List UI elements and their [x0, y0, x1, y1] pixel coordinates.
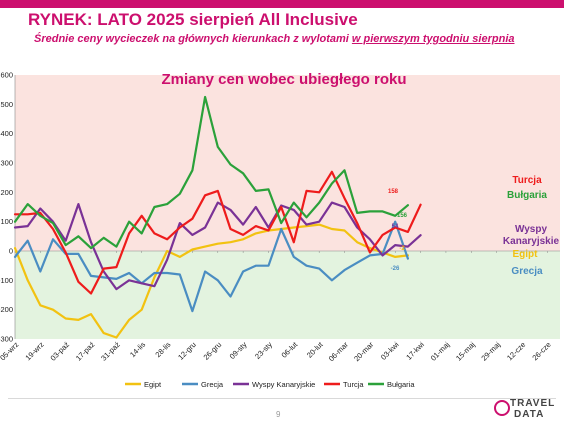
end-value-bulgaria: 156: [397, 213, 408, 219]
logo-line1: TRAVEL: [510, 398, 556, 409]
x-tick-label: 29-maj: [479, 340, 502, 363]
x-tick-label: 20-lut: [305, 339, 325, 359]
x-tick-label: 06-lut: [280, 339, 300, 359]
x-tick-label: 09-sty: [228, 340, 249, 361]
x-tick-label: 26-gru: [202, 340, 224, 362]
y-tick-label: -100: [0, 276, 13, 285]
y-tick-label: -200: [0, 305, 13, 314]
x-tick-label: 23-sty: [253, 340, 274, 361]
end-value-egipt: -2: [399, 246, 405, 252]
series-line-grecja: [13, 220, 409, 313]
x-tick-label: 26-cze: [530, 340, 552, 362]
series-label-grecja: Grecja: [511, 266, 543, 277]
negative-zone: [15, 251, 560, 339]
x-tick-label: 20-mar: [352, 340, 376, 364]
series-line-turcja: [13, 170, 422, 295]
series-label-wyspy-line2: Kanaryjskie: [503, 236, 560, 247]
logo-badge-icon: [494, 400, 510, 416]
page-title: RYNEK: LATO 2025 sierpień All Inclusive: [28, 10, 358, 29]
y-tick-label: 600: [0, 71, 13, 80]
x-tick-label: 19-wrz: [23, 340, 45, 362]
x-tick-label: 17-paź: [74, 340, 97, 363]
y-tick-label: 500: [0, 100, 13, 109]
x-tick-label: 28-lis: [153, 340, 172, 359]
y-tick-label: 400: [0, 129, 13, 138]
end-value-grecja: -26: [391, 266, 400, 272]
legend-label-turcja: Turcja: [343, 380, 364, 389]
x-tick-label: 03-paź: [49, 340, 72, 363]
x-tick-label: 31-paź: [99, 340, 122, 363]
series-label-wyspy-line1: Wyspy: [515, 224, 547, 235]
series-label-bulgaria: Bułgaria: [507, 190, 547, 201]
y-tick-label: 200: [0, 188, 13, 197]
y-tick-label: 100: [0, 217, 13, 226]
x-tick-label: 14-lis: [128, 340, 147, 359]
legend-label-grecja: Grecja: [201, 380, 224, 389]
subtitle-text: Średnie ceny wycieczek na głównych kieru…: [34, 33, 352, 45]
series-line-bulgaria: [13, 95, 409, 250]
series-line-wyspy: [13, 201, 422, 291]
y-tick-label: 300: [0, 159, 13, 168]
end-value-wyspy: 54: [392, 224, 399, 230]
page-subtitle: Średnie ceny wycieczek na głównych kieru…: [34, 33, 515, 45]
y-tick-label: 0: [9, 247, 13, 256]
series-label-egipt: Egipt: [513, 249, 539, 260]
x-tick-label: 12-gru: [176, 340, 198, 362]
header-bar: [0, 0, 564, 8]
x-tick-label: 17-kwi: [404, 340, 426, 362]
series-line-egipt: [13, 223, 409, 339]
travel-data-logo: TRAVEL DATA: [492, 398, 560, 422]
price-change-chart: -300-200-100010020030040050060005-wrz19-…: [0, 71, 560, 389]
legend-label-egipt: Egipt: [144, 380, 162, 389]
page-number: 9: [276, 410, 281, 419]
logo-line2: DATA: [514, 409, 545, 420]
footer-divider: [8, 398, 556, 399]
subtitle-underlined: w pierwszym tygodniu sierpnia: [351, 33, 515, 45]
x-tick-label: 06-mar: [327, 340, 351, 364]
chart-title: Zmiany cen wobec ubiegłego roku: [161, 71, 406, 88]
x-tick-label: 03-kwi: [379, 340, 401, 362]
x-tick-label: 15-maj: [454, 340, 477, 363]
series-label-turcja: Turcja: [512, 175, 542, 186]
legend-label-bulgaria: Bułgaria: [387, 380, 415, 389]
legend-label-wyspy: Wyspy Kanaryjskie: [252, 380, 315, 389]
end-value-turcja: 158: [388, 189, 399, 195]
y-tick-label: -300: [0, 335, 13, 344]
x-tick-label: 12-cze: [505, 340, 527, 362]
x-tick-label: 01-maj: [429, 340, 452, 363]
